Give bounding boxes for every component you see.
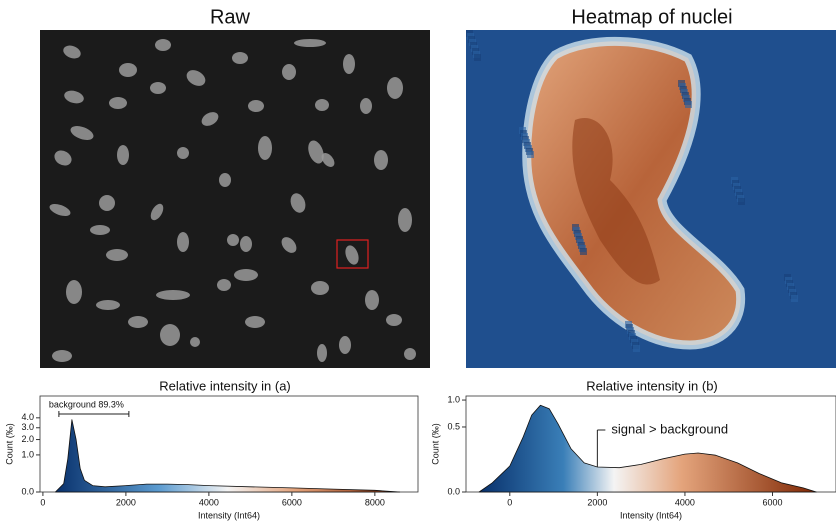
heat-pixel bbox=[738, 198, 745, 205]
chart-title: Relative intensity in (b) bbox=[586, 378, 718, 393]
density-chart: Relative intensity in (a) 0 2000 4000 6000 80… bbox=[4, 378, 419, 520]
nucleus bbox=[150, 82, 166, 94]
nucleus bbox=[311, 281, 329, 295]
nucleus bbox=[66, 280, 82, 304]
heatmap-image bbox=[466, 30, 836, 368]
nucleus bbox=[387, 77, 403, 99]
nucleus bbox=[156, 290, 190, 300]
nucleus bbox=[70, 126, 94, 140]
annotation: background 89.3% bbox=[49, 399, 124, 409]
nucleus bbox=[128, 316, 148, 328]
nucleus bbox=[240, 236, 252, 252]
nucleus bbox=[201, 112, 219, 126]
nucleus bbox=[99, 195, 115, 211]
x-tick-label: 2000 bbox=[587, 497, 607, 507]
y-tick-label: 0.0 bbox=[21, 486, 34, 496]
nucleus bbox=[343, 54, 355, 74]
nucleus bbox=[317, 344, 327, 362]
density-area bbox=[478, 404, 817, 493]
nucleus bbox=[386, 314, 402, 326]
nucleus bbox=[281, 237, 297, 253]
nucleus bbox=[52, 350, 72, 362]
heat-pixel bbox=[580, 248, 587, 255]
density-area bbox=[55, 419, 401, 493]
nucleus bbox=[227, 234, 239, 246]
nucleus bbox=[282, 64, 296, 80]
nucleus bbox=[54, 150, 72, 166]
x-tick-label: 0 bbox=[507, 497, 512, 507]
nucleus bbox=[217, 279, 231, 291]
nucleus bbox=[190, 337, 200, 347]
nucleus bbox=[160, 324, 180, 346]
nucleus bbox=[398, 208, 412, 232]
nucleus bbox=[308, 140, 324, 164]
nucleus bbox=[234, 269, 258, 281]
heat-pixel bbox=[474, 54, 481, 61]
nucleus bbox=[90, 225, 110, 235]
heat-pixel bbox=[685, 101, 692, 108]
nucleus bbox=[117, 145, 129, 165]
heat-pixel bbox=[791, 295, 798, 302]
nucleus bbox=[360, 98, 372, 114]
x-axis-label: Intensity (Int64) bbox=[198, 510, 260, 520]
nucleus bbox=[232, 52, 248, 64]
nucleus bbox=[109, 97, 127, 109]
y-tick-label: 1.0 bbox=[21, 449, 34, 459]
nucleus bbox=[374, 150, 388, 170]
nucleus bbox=[64, 90, 84, 104]
x-tick-label: 0 bbox=[40, 497, 45, 507]
y-tick-label: 2.0 bbox=[21, 434, 34, 444]
nucleus bbox=[177, 232, 189, 252]
nucleus bbox=[290, 193, 306, 213]
selection-box bbox=[336, 239, 369, 269]
nucleus bbox=[365, 290, 379, 310]
nucleus bbox=[258, 136, 272, 160]
plot-frame bbox=[39, 395, 419, 493]
nucleus bbox=[321, 153, 335, 167]
raw-image bbox=[40, 30, 430, 368]
y-tick-label: 0.5 bbox=[447, 421, 460, 431]
heat-pixel bbox=[527, 151, 534, 158]
y-axis-label: Count (‰) bbox=[4, 423, 14, 465]
annotation: signal > background bbox=[611, 421, 728, 436]
nucleus bbox=[177, 147, 189, 159]
nucleus bbox=[96, 300, 120, 310]
nucleus bbox=[345, 245, 359, 265]
y-axis-label: Count (‰) bbox=[430, 423, 440, 465]
x-tick-label: 8000 bbox=[365, 497, 385, 507]
nucleus bbox=[155, 39, 171, 51]
x-tick-label: 6000 bbox=[282, 497, 302, 507]
nucleus bbox=[186, 70, 206, 86]
y-tick-label: 0.0 bbox=[447, 486, 460, 496]
nucleus bbox=[119, 63, 137, 77]
panel-title: Heatmap of nuclei bbox=[571, 6, 732, 28]
nucleus bbox=[248, 100, 264, 112]
nucleus bbox=[63, 45, 81, 59]
nucleus bbox=[245, 316, 265, 328]
heat-pixel bbox=[633, 345, 640, 352]
x-tick-label: 2000 bbox=[116, 497, 136, 507]
nucleus bbox=[294, 39, 326, 47]
nucleus bbox=[404, 348, 416, 360]
nucleus bbox=[339, 336, 351, 354]
nucleus bbox=[106, 249, 128, 261]
panel-title: Raw bbox=[210, 6, 251, 28]
nucleus bbox=[315, 99, 329, 111]
x-tick-label: 6000 bbox=[762, 497, 782, 507]
nucleus bbox=[150, 203, 164, 221]
y-tick-label: 3.0 bbox=[21, 422, 34, 432]
x-axis-label: Intensity (Int64) bbox=[620, 510, 682, 520]
nucleus bbox=[219, 173, 231, 187]
nucleus bbox=[49, 203, 71, 217]
y-tick-label: 4.0 bbox=[21, 412, 34, 422]
density-chart: Relative intensity in (b) 0 2000 4000 6000 0.… bbox=[430, 378, 836, 520]
chart-title: Relative intensity in (a) bbox=[159, 378, 291, 393]
x-tick-label: 4000 bbox=[675, 497, 695, 507]
x-tick-label: 4000 bbox=[199, 497, 219, 507]
y-tick-label: 1.0 bbox=[447, 394, 460, 404]
